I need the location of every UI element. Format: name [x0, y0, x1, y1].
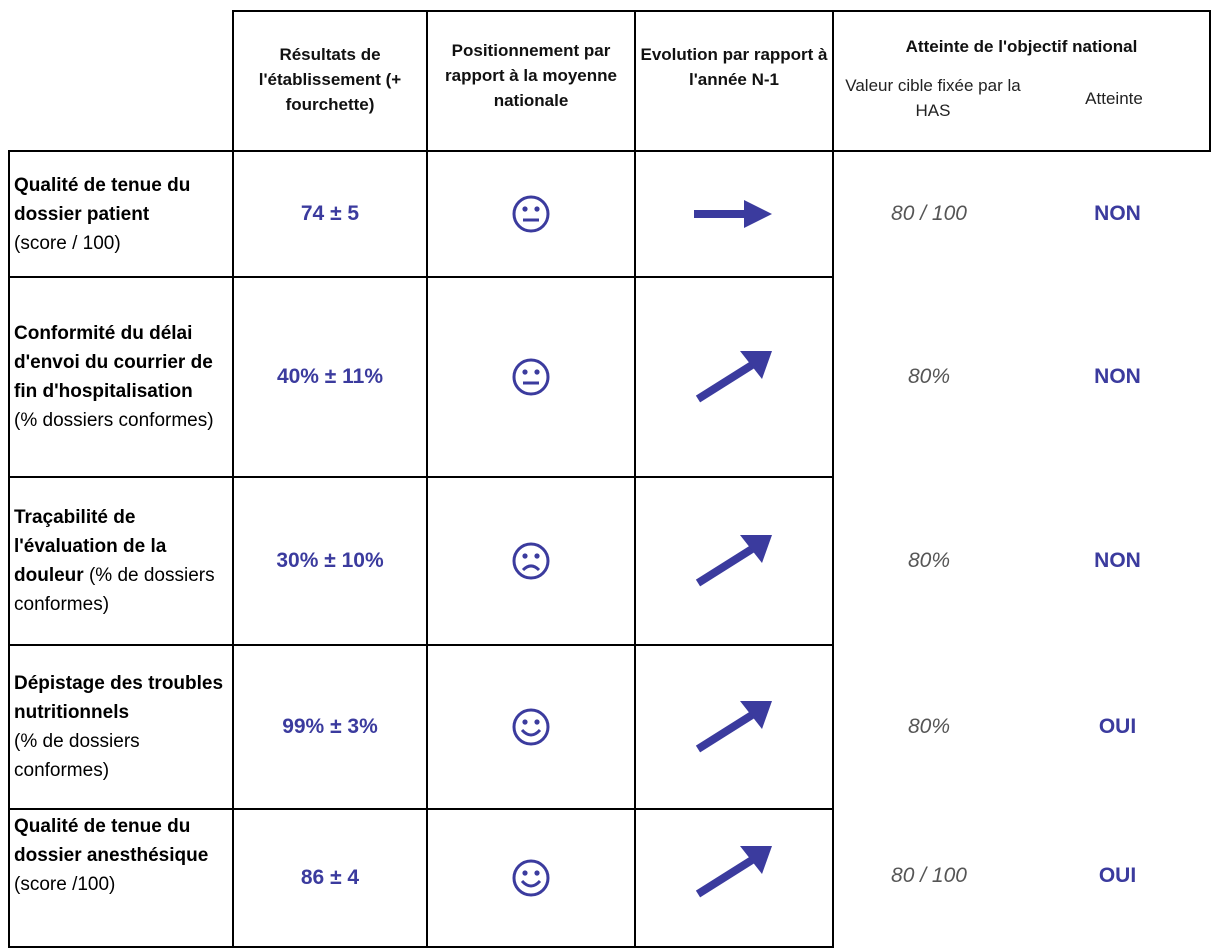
row-5-reached-value: OUI [1098, 864, 1137, 887]
neutral-face-icon [512, 195, 550, 233]
arrow-right-icon [694, 200, 772, 228]
row-5-result-value: 86 ± 4 [300, 866, 360, 889]
subheader-target: Valeur cible fixée par la HAS [845, 76, 1021, 120]
header-objective-subheaders: Valeur cible fixée par la HAS Atteinte [834, 73, 1209, 123]
row-2-target-value: 80% [907, 365, 951, 388]
row-1-result-value: 74 ± 5 [300, 202, 360, 225]
row-3-evolution [634, 476, 834, 646]
header-objective: Atteinte de l'objectif national Valeur c… [832, 10, 1211, 152]
row-1-indicator-name: Qualité de tenue du dossier patient [14, 174, 191, 225]
row-3-reached-value: NON [1094, 549, 1141, 572]
row-5-target-value: 80 / 100 [891, 864, 967, 887]
arrow-up-right-icon [695, 846, 772, 898]
smile-face-icon [512, 859, 550, 897]
header-objective-label: Atteinte de l'objectif national [905, 37, 1138, 56]
row-5-result: 86 ± 4 [232, 808, 428, 948]
row-4-result: 99% ± 3% [232, 644, 428, 810]
row-3-target-value: 80% [907, 549, 951, 572]
row-4-indicator-name: Dépistage des troubles nutritionnels [14, 673, 224, 723]
row-1-position [426, 150, 636, 278]
header-results-label: Résultats de l'établissement (+ fourchet… [258, 45, 402, 114]
neutral-face-icon [512, 358, 550, 396]
row-3-reached: NON [1024, 476, 1211, 646]
row-2-position [426, 276, 636, 478]
row-2-evolution [634, 276, 834, 478]
row-3-unit: (% de dossiers conformes) [14, 565, 215, 615]
row-5-indicator-name: Qualité de tenue du dossier anesthésique [14, 816, 209, 866]
header-evolution-label: Evolution par rapport à l'année N-1 [640, 45, 828, 89]
smile-face-icon [512, 708, 550, 746]
row-4-position [426, 644, 636, 810]
row-4-result-value: 99% ± 3% [282, 715, 378, 738]
row-3-indicator-name: Traçabilité de l'évaluation de la douleu… [14, 507, 167, 586]
header-position: Positionnement par rapport à la moyenne … [426, 10, 636, 152]
row-5-reached: OUI [1024, 808, 1211, 948]
row-1-unit: (score / 100) [14, 232, 121, 254]
row-2-result: 40% ± 11% [232, 276, 428, 478]
row-4-reached-value: OUI [1098, 715, 1137, 738]
row-3-result: 30% ± 10% [232, 476, 428, 646]
row-1-reached: NON [1024, 150, 1211, 278]
row-5-unit: (score /100) [14, 874, 116, 895]
header-results: Résultats de l'établissement (+ fourchet… [232, 10, 428, 152]
row-2-target: 80% [834, 276, 1024, 478]
row-2-indicator: Conformité du délai d'envoi du courrier … [8, 276, 234, 478]
row-3-result-value: 30% ± 10% [276, 549, 384, 572]
row-1-reached-value: NON [1094, 202, 1141, 225]
row-1-result: 74 ± 5 [232, 150, 428, 278]
row-4-indicator: Dépistage des troubles nutritionnels (% d… [8, 644, 234, 810]
row-4-target-value: 80% [907, 715, 951, 738]
row-2-reached: NON [1024, 276, 1211, 478]
row-4-unit: (% de dossiers conformes) [14, 731, 140, 781]
subheader-reached: Atteinte [1085, 89, 1143, 108]
row-5-indicator: Qualité de tenue du dossier anesthésique… [8, 808, 234, 948]
row-3-position [426, 476, 636, 646]
row-1-target-value: 80 / 100 [891, 202, 967, 225]
row-4-evolution [634, 644, 834, 810]
row-2-result-value: 40% ± 11% [276, 365, 384, 388]
row-1-target: 80 / 100 [834, 150, 1024, 278]
header-position-label: Positionnement par rapport à la moyenne … [445, 41, 617, 110]
row-5-target: 80 / 100 [834, 808, 1024, 948]
row-1-indicator: Qualité de tenue du dossier patient (scor… [8, 150, 234, 278]
arrow-up-right-icon [695, 701, 772, 753]
row-2-unit: (% dossiers conformes) [14, 410, 214, 431]
row-2-indicator-name: Conformité du délai d'envoi du courrier … [14, 323, 213, 402]
row-1-evolution [634, 150, 834, 278]
row-5-position [426, 808, 636, 948]
row-3-indicator: Traçabilité de l'évaluation de la douleu… [8, 476, 234, 646]
sad-face-icon [512, 542, 550, 580]
arrow-up-right-icon [695, 535, 772, 587]
header-evolution: Evolution par rapport à l'année N-1 [634, 10, 834, 152]
row-2-reached-value: NON [1094, 365, 1141, 388]
row-5-evolution [634, 808, 834, 948]
row-4-reached: OUI [1024, 644, 1211, 810]
arrow-up-right-icon [695, 351, 772, 403]
row-4-target: 80% [834, 644, 1024, 810]
row-3-target: 80% [834, 476, 1024, 646]
